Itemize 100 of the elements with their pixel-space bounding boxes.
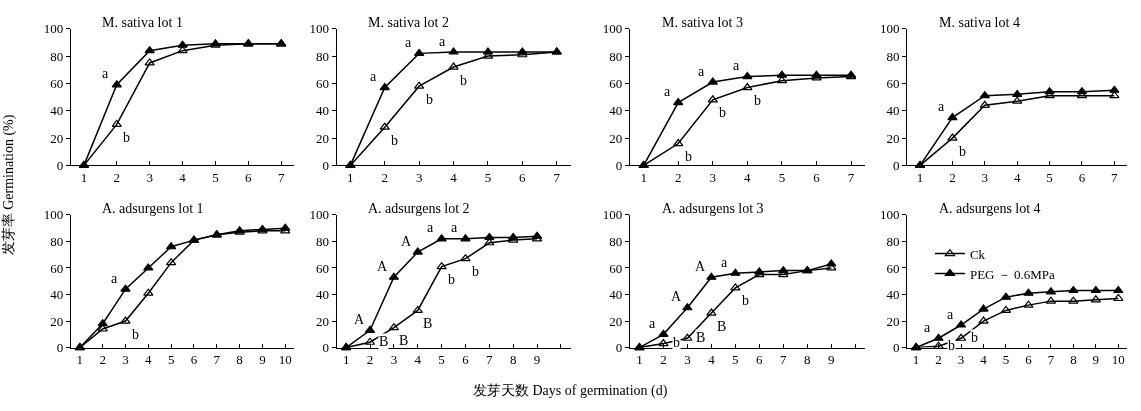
y-tick-label: 20 (50, 313, 64, 329)
x-tick-label: 1 (80, 170, 88, 185)
annotation: b (123, 130, 130, 145)
y-tick-label: 20 (609, 130, 623, 146)
x-tick-label: 4 (179, 170, 187, 185)
annotation: a (649, 316, 656, 331)
x-tick-label: 5 (778, 170, 786, 185)
y-tick-label: 100 (602, 207, 623, 223)
y-tick-label: 40 (886, 103, 900, 119)
x-tick-label: 6 (756, 352, 764, 368)
annotation: B (399, 333, 409, 348)
y-tick-label: 80 (50, 48, 64, 64)
x-tick-label: 2 (949, 170, 956, 185)
chart-title: M. sativa lot 2 (368, 15, 449, 30)
x-tick-label: 1 (76, 352, 84, 368)
x-tick-label: 7 (780, 352, 788, 368)
x-tick-label: 4 (744, 170, 752, 185)
y-tick-label: 80 (886, 233, 900, 249)
annotation: a (733, 58, 740, 73)
annotation: b (719, 105, 726, 120)
y-tick-label: 60 (315, 75, 329, 91)
x-tick-label: 3 (390, 352, 398, 368)
x-tick-label: 4 (450, 170, 458, 185)
y-tick-label: 100 (602, 21, 623, 37)
y-tick-label: 100 (43, 21, 64, 37)
annotation: a (405, 35, 412, 50)
annotation: b (948, 338, 955, 353)
y-tick-label: 0 (56, 157, 64, 173)
y-tick-label: 0 (56, 340, 64, 356)
annotation: a (102, 66, 109, 81)
y-tick-label: 100 (879, 21, 900, 37)
x-tick-label: 6 (1078, 170, 1086, 185)
legend-label: PEG － 0.6MPa (969, 266, 1056, 282)
x-tick-label: 3 (981, 170, 989, 185)
x-tick-label: 7 (553, 170, 561, 185)
y-tick-label: 100 (879, 207, 900, 223)
annotation: a (698, 64, 705, 79)
annotation: a (451, 220, 458, 235)
y-tick-label: 0 (615, 157, 623, 173)
y-tick-label: 100 (43, 207, 64, 223)
annotation: A (671, 289, 682, 304)
annotation: B (423, 316, 433, 331)
annotation: b (448, 272, 455, 287)
y-tick-label: 40 (50, 287, 64, 303)
y-tick-label: 0 (322, 157, 329, 173)
chart-title: A. adsurgens lot 2 (368, 201, 470, 216)
y-tick-label: 80 (609, 48, 623, 64)
x-tick-label: 8 (509, 352, 517, 368)
annotation: A (401, 234, 412, 249)
chart-title: M. sativa lot 3 (662, 15, 743, 30)
x-axis-title: 发芽天数 Days of germination (d) (473, 383, 668, 399)
y-tick-label: 0 (615, 340, 623, 356)
y-tick-label: 60 (609, 75, 623, 91)
annotation: a (721, 255, 728, 270)
x-tick-label: 9 (828, 352, 835, 368)
x-tick-label: 6 (245, 170, 253, 185)
y-tick-label: 20 (50, 130, 64, 146)
x-tick-label: 1 (342, 352, 350, 368)
y-tick-label: 20 (609, 313, 623, 329)
annotation: b (460, 73, 467, 88)
y-tick-label: 0 (892, 340, 900, 356)
annotation: b (673, 335, 680, 350)
x-tick-label: 5 (167, 352, 175, 368)
x-tick-label: 4 (145, 352, 153, 368)
y-tick-label: 80 (609, 233, 623, 249)
y-tick-label: 100 (309, 21, 329, 37)
x-tick-label: 7 (1111, 170, 1119, 185)
y-tick-label: 20 (886, 130, 900, 146)
x-tick-label: 3 (957, 352, 965, 368)
x-tick-label: 8 (1070, 352, 1077, 368)
x-tick-label: 6 (190, 352, 198, 368)
x-tick-label: 3 (122, 352, 129, 368)
y-tick-label: 60 (50, 260, 64, 276)
y-tick-label: 60 (886, 260, 900, 276)
x-tick-label: 5 (732, 352, 739, 368)
x-tick-label: 8 (804, 352, 811, 368)
y-tick-label: 80 (315, 233, 329, 249)
chart-title: A. adsurgens lot 4 (939, 201, 1041, 216)
y-tick-label: 40 (315, 103, 329, 119)
x-tick-label: 4 (1013, 170, 1021, 185)
x-tick-label: 2 (381, 170, 389, 185)
annotation: a (439, 34, 446, 49)
annotation: B (379, 334, 389, 349)
annotation: a (947, 307, 954, 322)
x-tick-label: 6 (519, 170, 527, 185)
x-tick-label: 7 (277, 170, 285, 185)
annotation: a (664, 84, 671, 99)
x-tick-label: 1 (916, 170, 924, 185)
x-tick-label: 9 (533, 352, 541, 368)
y-tick-label: 80 (886, 48, 900, 64)
x-tick-label: 5 (212, 170, 219, 185)
x-tick-label: 7 (1047, 352, 1055, 368)
chart-title: M. sativa lot 4 (939, 15, 1020, 30)
x-tick-label: 1 (912, 352, 920, 368)
y-tick-label: 40 (50, 103, 64, 119)
y-tick-label: 40 (609, 287, 623, 303)
x-tick-label: 3 (146, 170, 153, 185)
x-tick-label: 4 (708, 352, 716, 368)
chart-title: M. sativa lot 1 (102, 15, 183, 30)
annotation: b (742, 293, 749, 308)
